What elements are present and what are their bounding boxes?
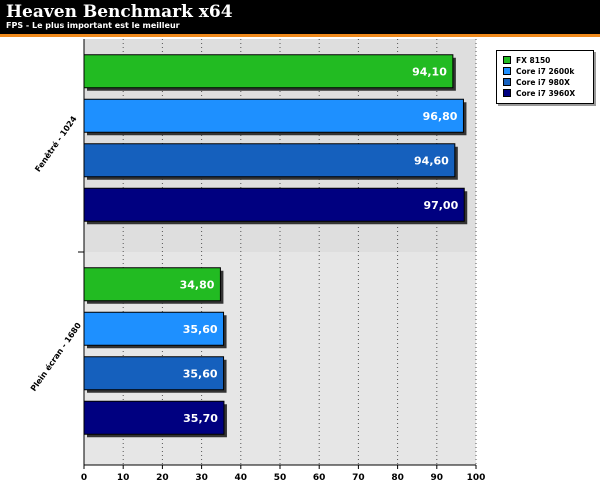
x-tick-label-100: 100 [467, 473, 486, 483]
legend-label-core-i7-2600k: Core i7 2600k [516, 67, 575, 76]
bar-core-i7-3960x-fenetre-1024 [83, 187, 465, 222]
legend-label-core-i7-3960x: Core i7 3960X [516, 89, 576, 98]
x-tick-label-40: 40 [235, 473, 248, 483]
bar-fx-8150-plein-ecran-1680-label: 34,80 [180, 278, 215, 291]
legend-label-fx-8150: FX 8150 [516, 56, 551, 65]
header-bar: Heaven Benchmark x64 FPS - Le plus impor… [0, 0, 600, 34]
x-tick-label-50: 50 [274, 473, 287, 483]
legend-swatch-core-i7-3960x [503, 89, 511, 97]
legend-label-core-i7-980x: Core i7 980X [516, 78, 570, 87]
bar-fx-8150-fenetre-1024-label: 94,10 [412, 65, 447, 78]
bar-fx-8150-fenetre-1024 [83, 54, 454, 89]
x-tick-label-60: 60 [313, 473, 326, 483]
bar-core-i7-980x-fenetre-1024-label: 94,60 [414, 154, 449, 167]
bar-core-i7-2600k-plein-ecran-1680-label: 35,60 [183, 323, 218, 336]
chart-title: Heaven Benchmark x64 [6, 2, 233, 22]
bar-core-i7-3960x-plein-ecran-1680-label: 35,70 [183, 412, 218, 425]
chart-subtitle: FPS - Le plus important est le meilleur [6, 21, 180, 30]
legend: FX 8150 Core i7 2600k Core i7 980X Core … [496, 50, 594, 104]
legend-swatch-core-i7-980x [503, 78, 511, 86]
bar-core-i7-3960x-plein-ecran-1680 [83, 400, 225, 435]
x-tick-label-20: 20 [156, 473, 169, 483]
x-tick-label-30: 30 [195, 473, 208, 483]
bar-core-i7-2600k-fenetre-1024-label: 96,80 [423, 110, 458, 123]
bar-core-i7-980x-plein-ecran-1680 [83, 356, 225, 391]
x-tick-label-90: 90 [431, 473, 444, 483]
x-tick-label-10: 10 [117, 473, 130, 483]
bar-chart: 94,10 96,80 94,60 97,00 34,80 35,60 35,60 35,70… [28, 39, 486, 483]
x-tick-labels: 0 10 20 30 40 50 60 70 80 90 100 [81, 465, 486, 483]
legend-swatch-fx-8150 [503, 56, 511, 64]
x-tick-label-80: 80 [391, 473, 404, 483]
accent-bar [0, 34, 600, 37]
bars-group: 94,10 96,80 94,60 97,00 34,80 35,60 35,60 35,70 [83, 54, 468, 438]
category-label-fenetre-1024: Fenêtré - 1024 [33, 114, 79, 174]
bar-fx-8150-plein-ecran-1680 [83, 267, 221, 302]
legend-item-core-i7-3960x: Core i7 3960X [503, 89, 575, 99]
legend-swatch-core-i7-2600k [503, 67, 511, 75]
bar-core-i7-2600k-plein-ecran-1680 [83, 311, 225, 346]
bar-core-i7-980x-fenetre-1024 [83, 143, 456, 178]
x-tick-label-0: 0 [81, 473, 87, 483]
category-labels: Fenêtré - 1024 Plein écran - 1680 [28, 114, 83, 394]
bar-core-i7-2600k-fenetre-1024 [83, 98, 464, 133]
grid-lines [122, 39, 477, 465]
legend-item-fx-8150: FX 8150 [503, 56, 550, 66]
category-label-plein-ecran-1680: Plein écran - 1680 [28, 320, 83, 393]
bar-core-i7-980x-plein-ecran-1680-label: 35,60 [183, 367, 218, 380]
x-tick-label-70: 70 [352, 473, 365, 483]
bar-core-i7-3960x-fenetre-1024-label: 97,00 [423, 199, 458, 212]
legend-item-core-i7-2600k: Core i7 2600k [503, 67, 574, 77]
legend-item-core-i7-980x: Core i7 980X [503, 78, 570, 88]
